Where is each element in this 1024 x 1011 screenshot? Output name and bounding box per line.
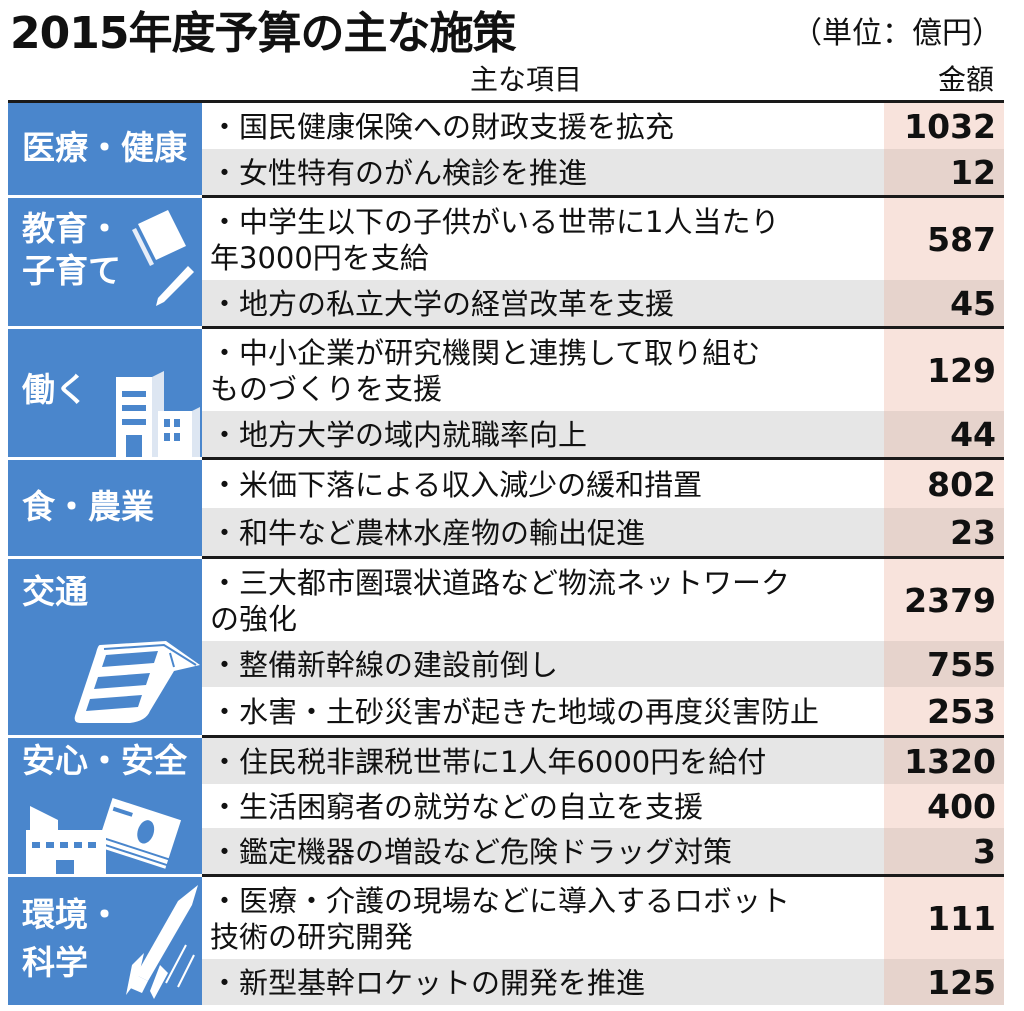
group-safety: 安心・安全 ・住民税非課税世帯に1人年6000円を [8, 735, 1004, 874]
table-row: ・中学生以下の子供がいる世帯に1人当たり 年3000円を支給 587 [202, 198, 1004, 280]
category-cell: 交通 [8, 556, 202, 735]
category-cell: 教育・ 子育て [8, 195, 202, 326]
item-text: ・水害・土砂災害が起きた地域の再度災害防止 [210, 695, 820, 729]
column-header-item: 主な項目 [470, 63, 583, 96]
item-text: ・中学生以下の子供がいる世帯に1人当たり 年3000円を支給 [210, 205, 780, 275]
notebook-pencil-icon [132, 210, 194, 306]
item-amount: 587 [884, 198, 1004, 280]
buildings-icon [116, 371, 200, 457]
group-education: 教育・ 子育て ・中学生以下の子供がいる世帯に1人当たり 年3000円を支給 5… [8, 195, 1004, 326]
category-cell: 医療・健康 [8, 103, 202, 195]
item-amount: 755 [884, 641, 1004, 687]
table-row: ・医療・介護の現場などに導入するロボット 技術の研究開発 111 [202, 877, 1004, 959]
group-environment-science: 環境・ 科学 ・医療・介護の現場などに導入するロボット 技術の研究開発 111 … [8, 874, 1004, 1005]
table-row: ・住民税非課税世帯に1人年6000円を給付 1320 [202, 738, 1004, 784]
item-text: ・住民税非課税世帯に1人年6000円を給付 [210, 745, 767, 779]
item-text: ・地方大学の域内就職率向上 [210, 418, 588, 452]
item-text: ・国民健康保険への財政支援を拡充 [210, 110, 675, 144]
item-text: ・地方の私立大学の経営改革を支援 [210, 287, 675, 321]
group-transport: 交通 ・三大都市圏環状道路など物流ネットワーク の強化 2379 ・整備新幹線の… [8, 556, 1004, 735]
bullet-train-icon [74, 641, 200, 723]
category-label: 安心・安全 [22, 741, 187, 780]
table-row: ・中小企業が研究機関と連携して取り組む ものづくりを支援 129 [202, 329, 1004, 411]
item-text: ・医療・介護の現場などに導入するロボット 技術の研究開発 [210, 884, 791, 954]
item-text: ・整備新幹線の建設前倒し [210, 648, 559, 682]
item-amount: 802 [884, 460, 1004, 508]
item-amount: 1032 [884, 103, 1004, 149]
group-work: 働く ・中小企業が研究機関と連携して取り組む ものづくりを支援 129 [8, 326, 1004, 457]
category-cell: 働く [8, 326, 202, 457]
table-row: ・新型基幹ロケットの開発を推進 125 [202, 959, 1004, 1005]
table-row: ・国民健康保険への財政支援を拡充 1032 [202, 103, 1004, 149]
item-text: ・和牛など農林水産物の輸出促進 [210, 516, 646, 550]
category-cell: 食・農業 [8, 457, 202, 556]
category-label: 交通 [22, 572, 88, 611]
category-label: 環境・ 科学 [22, 895, 121, 982]
item-text: ・鑑定機器の増設など危険ドラッグ対策 [210, 835, 733, 869]
table-row: ・地方大学の域内就職率向上 44 [202, 411, 1004, 457]
item-amount: 23 [884, 508, 1004, 556]
table-row: ・地方の私立大学の経営改革を支援 45 [202, 280, 1004, 326]
table-row: ・整備新幹線の建設前倒し 755 [202, 641, 1004, 687]
item-amount: 111 [884, 877, 1004, 959]
item-text: ・米価下落による収入減少の緩和措置 [210, 468, 703, 502]
category-label: 医療・健康 [22, 128, 187, 167]
item-amount: 3 [884, 828, 1004, 874]
item-amount: 1320 [884, 738, 1004, 784]
table-row: ・和牛など農林水産物の輸出促進 23 [202, 508, 1004, 556]
item-amount: 45 [884, 280, 1004, 326]
budget-table: 医療・健康 ・国民健康保険への財政支援を拡充 1032 ・女性特有のがん検診を推… [8, 100, 1004, 1005]
table-row: ・鑑定機器の増設など危険ドラッグ対策 3 [202, 828, 1004, 874]
table-row: ・米価下落による収入減少の緩和措置 802 [202, 460, 1004, 508]
category-cell: 環境・ 科学 [8, 874, 202, 1005]
group-medical: 医療・健康 ・国民健康保険への財政支援を拡充 1032 ・女性特有のがん検診を推… [8, 100, 1004, 195]
item-text: ・中小企業が研究機関と連携して取り組む ものづくりを支援 [210, 336, 761, 406]
item-amount: 253 [884, 687, 1004, 735]
item-amount: 400 [884, 784, 1004, 828]
item-text: ・新型基幹ロケットの開発を推進 [210, 966, 646, 1000]
table-row: ・三大都市圏環状道路など物流ネットワーク の強化 2379 [202, 559, 1004, 641]
table-row: ・女性特有のがん検診を推進 12 [202, 149, 1004, 195]
item-text: ・女性特有のがん検診を推進 [210, 156, 588, 190]
page-title: 2015年度予算の主な施策 [10, 8, 516, 59]
group-agriculture: 食・農業 ・米価下落による収入減少の緩和措置 802 ・和牛など農林水産物の輸出… [8, 457, 1004, 556]
item-amount: 44 [884, 411, 1004, 457]
category-label: 教育・ 子育て [22, 209, 121, 290]
category-label: 働く [22, 370, 88, 409]
item-amount: 129 [884, 329, 1004, 411]
table-row: ・生活困窮者の就労などの自立を支援 400 [202, 784, 1004, 828]
category-label: 食・農業 [22, 487, 154, 526]
column-header-amount: 金額 [937, 63, 994, 96]
table-row: ・水害・土砂災害が起きた地域の再度災害防止 253 [202, 687, 1004, 735]
item-text: ・生活困窮者の就労などの自立を支援 [210, 790, 704, 824]
rocket-icon [126, 885, 198, 999]
category-cell: 安心・安全 [8, 735, 202, 874]
unit-label: （単位：億円） [792, 16, 1002, 51]
item-amount: 2379 [884, 559, 1004, 641]
item-amount: 125 [884, 959, 1004, 1005]
item-text: ・三大都市圏環状道路など物流ネットワーク の強化 [210, 566, 791, 636]
building-money-icon [26, 797, 182, 874]
item-amount: 12 [884, 149, 1004, 195]
